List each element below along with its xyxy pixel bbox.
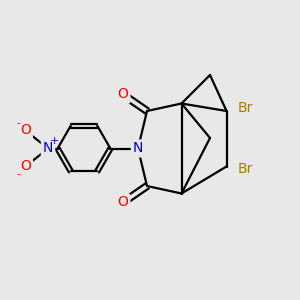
Text: N: N: [43, 142, 53, 155]
Text: -: -: [17, 169, 21, 179]
Text: Br: Br: [237, 101, 253, 115]
Text: O: O: [20, 160, 31, 173]
Text: O: O: [118, 196, 128, 209]
Text: N: N: [133, 142, 143, 155]
Text: +: +: [50, 136, 59, 146]
Text: O: O: [118, 88, 128, 101]
Text: Br: Br: [237, 163, 253, 176]
Text: -: -: [17, 118, 21, 128]
Text: O: O: [20, 124, 31, 137]
